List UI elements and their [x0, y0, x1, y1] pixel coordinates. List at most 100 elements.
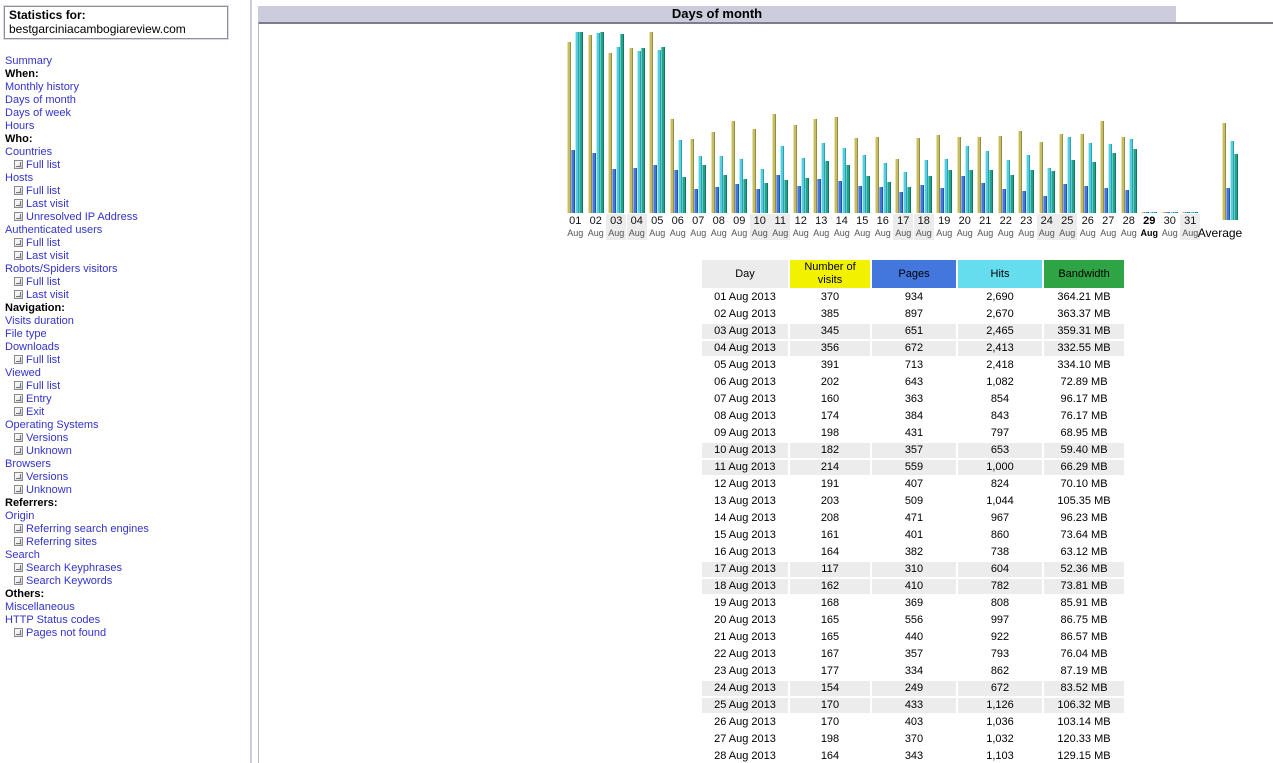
visits-cell: 177: [820, 665, 840, 677]
sidebar-link-full-list[interactable]: Full list: [26, 159, 61, 171]
sidebar-link-monthly-history[interactable]: Monthly history: [5, 81, 79, 93]
pages-cell: 471: [904, 512, 924, 524]
bandwidth-cell: 76.04 MB: [1060, 648, 1108, 660]
hits-cell: 738: [990, 546, 1010, 558]
sidebar-link-unresolved-ip-address[interactable]: Unresolved IP Address: [26, 211, 138, 223]
bandwidth-bar: [1194, 212, 1199, 213]
days-of-month-chart: 01 Aug 02 Aug 03 Aug 04 Aug 05 Aug 06 Aug 07 Aug 08 Aug…: [565, 32, 1242, 240]
pages-cell: 370: [904, 733, 924, 745]
sidebar-item-file-type: File type: [5, 328, 250, 341]
visits-bar: [1182, 212, 1187, 213]
sidebar-link-last-visit[interactable]: Last visit: [26, 250, 69, 262]
day-label: 08 Aug: [709, 214, 729, 240]
sidebar-link-miscellaneous[interactable]: Miscellaneous: [5, 601, 75, 613]
bandwidth-cell: 66.29 MB: [1044, 460, 1124, 475]
pages-cell: 651: [872, 324, 956, 339]
sidebar-link-viewed[interactable]: Viewed: [5, 367, 41, 379]
sidebar-link-last-visit[interactable]: Last visit: [26, 289, 69, 301]
hits-cell: 797: [990, 427, 1010, 439]
bandwidth-bar: [784, 180, 789, 213]
hits-cell: 862: [990, 665, 1010, 677]
sidebar-link-browsers[interactable]: Browsers: [5, 458, 51, 470]
sidebar-link-hours[interactable]: Hours: [5, 120, 35, 132]
hits-bar: [964, 146, 969, 213]
day-number: 10: [753, 215, 766, 227]
day-cell: 23 Aug 2013: [714, 665, 776, 677]
sidebar-link-visits-duration[interactable]: Visits duration: [5, 315, 74, 327]
subitem-icon: [14, 446, 23, 455]
hits-cell: 1,000: [958, 460, 1042, 475]
visits-bar: [895, 159, 900, 213]
sidebar-link-days-of-week[interactable]: Days of week: [5, 107, 72, 119]
hits-cell: 922: [990, 631, 1010, 643]
visits-cell: 174: [820, 410, 840, 422]
bandwidth-cell: 87.19 MB: [1060, 665, 1108, 677]
day-label: 02 Aug: [586, 214, 606, 240]
sidebar-link-summary[interactable]: Summary: [5, 55, 53, 67]
sidebar-link-versions[interactable]: Versions: [26, 432, 69, 444]
day-cell: 10 Aug 2013: [702, 443, 788, 458]
day-cell: 15 Aug 2013: [714, 529, 776, 541]
day-label: 19 Aug: [934, 214, 954, 240]
visits-bar: [792, 125, 797, 213]
pages-cell: 431: [904, 427, 924, 439]
pages-cell: 713: [904, 359, 924, 371]
sidebar-link-hosts[interactable]: Hosts: [5, 172, 34, 184]
sidebar-link-origin[interactable]: Origin: [5, 510, 35, 522]
sidebar-link-operating-systems[interactable]: Operating Systems: [5, 419, 99, 431]
day-month: Aug: [628, 228, 645, 238]
visits-bar: [997, 136, 1002, 213]
sidebar-link-authenticated-users[interactable]: Authenticated users: [5, 224, 103, 236]
sidebar-item-viewed: Viewed: [5, 367, 250, 380]
visits-bar: [690, 139, 695, 213]
sidebar-link-unknown[interactable]: Unknown: [26, 484, 72, 496]
pages-bar: [653, 165, 658, 213]
sidebar-link-unknown[interactable]: Unknown: [26, 445, 72, 457]
sidebar-link-search-keyphrases[interactable]: Search Keyphrases: [26, 562, 122, 574]
hits-cell: 1,126: [958, 698, 1042, 713]
sidebar-section-when: When:: [5, 68, 39, 80]
table-row: 16 Aug 2013 164 382 738 63.12 MB: [702, 545, 1124, 560]
report-title: Days of month: [671, 6, 763, 21]
chart-group-day-14: 14 Aug: [832, 32, 853, 240]
sidebar-link-exit[interactable]: Exit: [26, 406, 45, 418]
chart-group-day-18: 18 Aug: [913, 32, 935, 240]
sidebar-link-referring-search-engines[interactable]: Referring search engines: [26, 523, 149, 535]
sidebar-link-search-keywords[interactable]: Search Keywords: [26, 575, 113, 587]
day-month: Aug: [956, 228, 973, 238]
sidebar-link-pages-not-found[interactable]: Pages not found: [26, 627, 107, 639]
sidebar-link-full-list[interactable]: Full list: [26, 185, 61, 197]
sidebar-item-unknown: Unknown: [5, 484, 250, 497]
hits-bar: [780, 146, 785, 213]
day-number: 04: [630, 215, 643, 227]
bandwidth-bar: [722, 175, 727, 213]
visits-bar: [628, 48, 633, 213]
visits-cell: 182: [790, 443, 870, 458]
sidebar-link-entry[interactable]: Entry: [26, 393, 52, 405]
sidebar-link-robots-spiders-visitors[interactable]: Robots/Spiders visitors: [5, 263, 118, 275]
sidebar-link-search[interactable]: Search: [5, 549, 40, 561]
bandwidth-cell: 103.14 MB: [1057, 716, 1111, 728]
sidebar-link-full-list[interactable]: Full list: [26, 237, 61, 249]
sidebar-link-full-list[interactable]: Full list: [26, 380, 61, 392]
day-month: Aug: [1161, 228, 1178, 238]
hits-bar: [882, 163, 887, 213]
pages-bar: [714, 187, 719, 213]
day-label: 04 Aug: [626, 214, 647, 240]
bandwidth-bar: [825, 161, 830, 213]
sidebar-link-full-list[interactable]: Full list: [26, 276, 61, 288]
sidebar-link-days-of-month[interactable]: Days of month: [5, 94, 76, 106]
sidebar-link-downloads[interactable]: Downloads: [5, 341, 60, 353]
day-label: 29 Aug: [1139, 214, 1161, 240]
sidebar-link-countries[interactable]: Countries: [5, 146, 53, 158]
bandwidth-bar: [989, 170, 994, 213]
sidebar-item-operating-systems: Operating Systems: [5, 419, 250, 432]
sidebar-link-referring-sites[interactable]: Referring sites: [26, 536, 97, 548]
sidebar-link-last-visit[interactable]: Last visit: [26, 198, 69, 210]
sidebar-link-versions[interactable]: Versions: [26, 471, 69, 483]
sidebar-link-full-list[interactable]: Full list: [26, 354, 61, 366]
pages-bar: [1083, 186, 1088, 213]
sidebar-link-file-type[interactable]: File type: [5, 328, 47, 340]
visits-bar: [1221, 123, 1226, 220]
sidebar-link-http-status-codes[interactable]: HTTP Status codes: [5, 614, 101, 626]
